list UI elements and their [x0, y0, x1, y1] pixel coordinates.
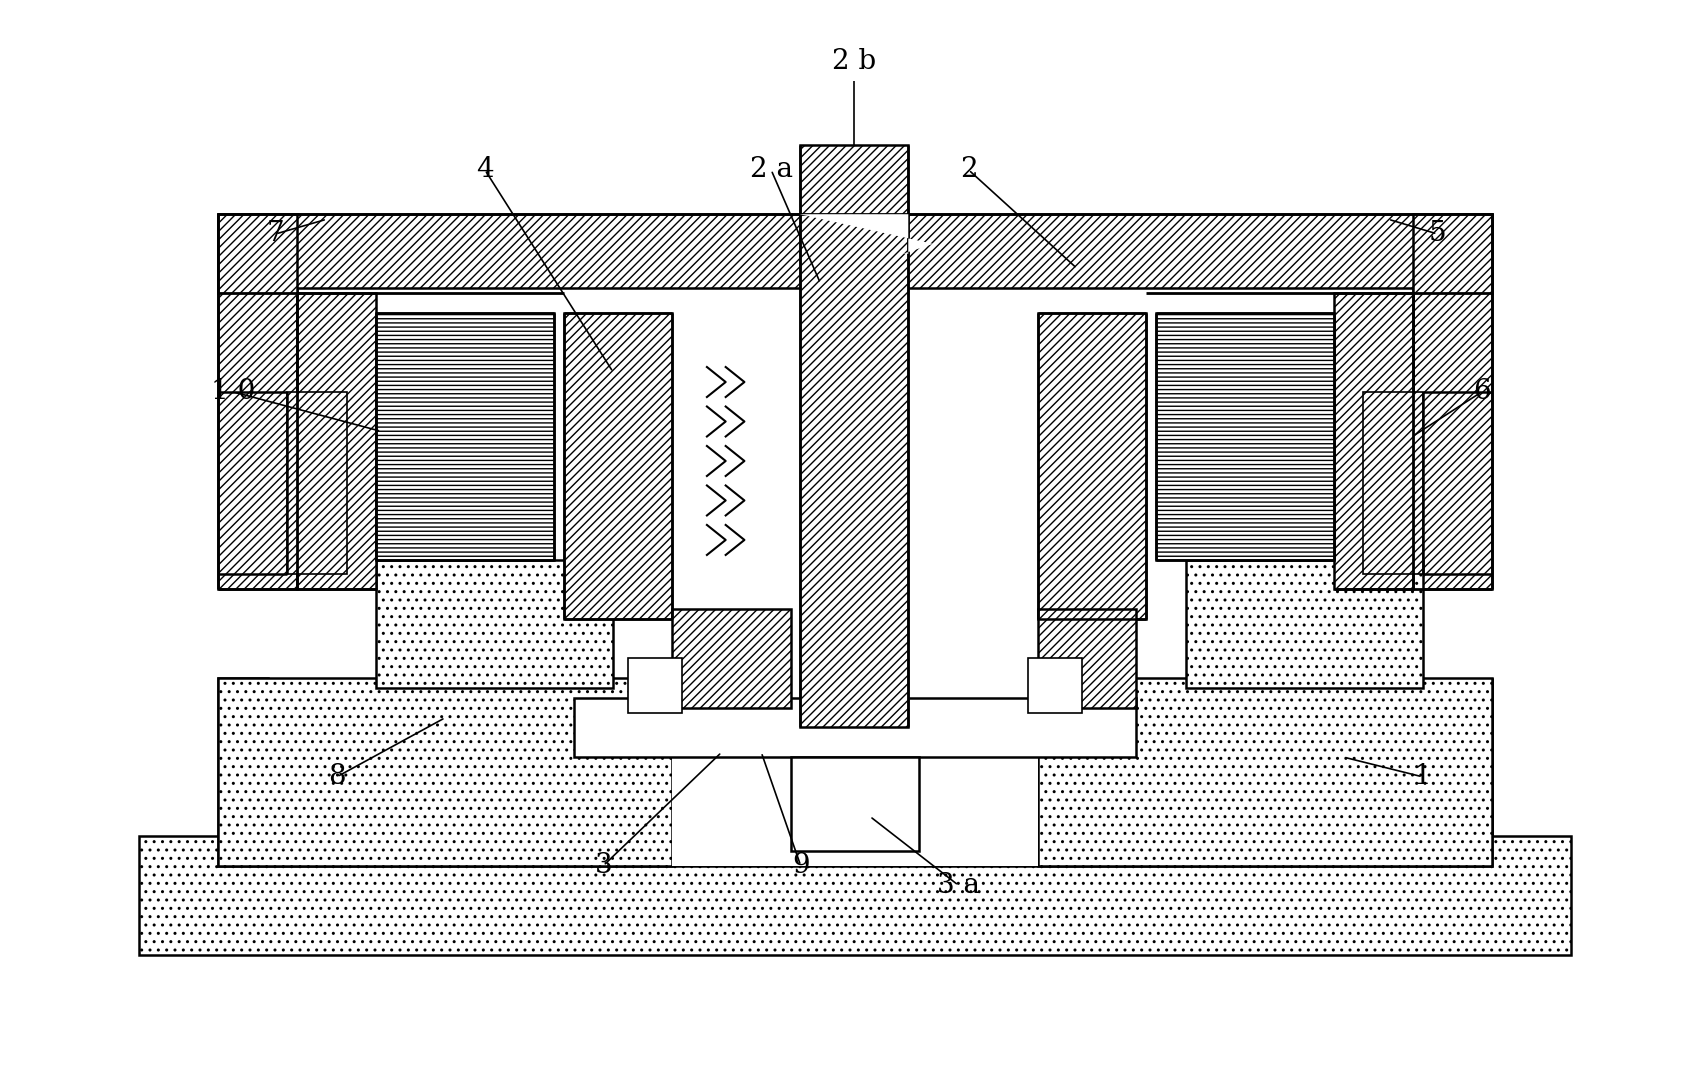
Bar — [1333, 293, 1412, 590]
Bar — [218, 214, 1490, 288]
Bar — [628, 658, 681, 713]
Bar — [218, 214, 297, 293]
Text: 2 b: 2 b — [831, 48, 876, 75]
Polygon shape — [140, 679, 1570, 954]
Bar — [1036, 679, 1490, 866]
Text: 2 a: 2 a — [749, 157, 792, 183]
Text: 9: 9 — [792, 852, 809, 879]
Bar — [673, 609, 790, 708]
Text: 1 0: 1 0 — [212, 378, 254, 405]
Bar — [287, 392, 347, 575]
Text: 5: 5 — [1427, 221, 1446, 248]
Bar — [673, 679, 1036, 866]
Bar — [1156, 313, 1333, 560]
Bar — [376, 313, 553, 560]
Bar — [1028, 658, 1081, 713]
Text: 2: 2 — [959, 157, 976, 183]
Bar — [1185, 560, 1422, 688]
Text: 3 a: 3 a — [937, 872, 980, 899]
Bar — [376, 560, 613, 688]
Bar — [1362, 392, 1422, 575]
Text: 4: 4 — [476, 157, 493, 183]
Text: 8: 8 — [328, 763, 345, 790]
Bar — [297, 293, 376, 590]
Bar — [1036, 313, 1145, 619]
Text: 6: 6 — [1471, 378, 1490, 405]
Text: 3: 3 — [594, 852, 611, 879]
Bar — [218, 214, 297, 590]
Text: 7: 7 — [266, 221, 285, 248]
Bar — [1412, 214, 1490, 293]
Bar — [799, 145, 908, 728]
Bar — [563, 313, 673, 619]
Polygon shape — [799, 214, 932, 254]
Bar — [574, 698, 1135, 757]
Bar — [790, 757, 918, 851]
Bar — [1036, 609, 1135, 708]
Bar — [218, 679, 673, 866]
Bar — [1412, 214, 1490, 590]
Text: 1: 1 — [1413, 763, 1430, 790]
